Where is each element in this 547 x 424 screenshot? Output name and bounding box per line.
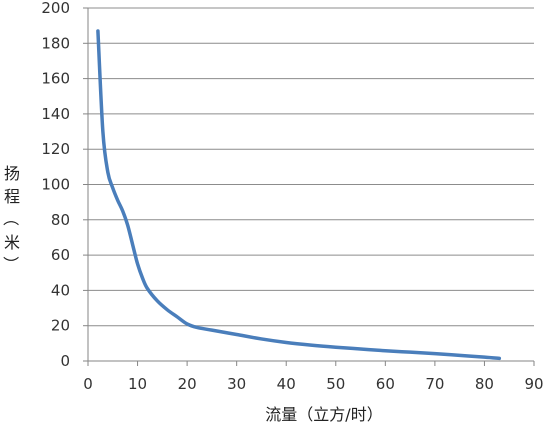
series-layer [96, 29, 502, 361]
x-tick-label: 50 [326, 375, 345, 393]
x-tick-label: 10 [128, 375, 147, 393]
x-tick-label: 20 [178, 375, 197, 393]
x-axis-title: 流量（立方/时） [265, 405, 382, 424]
y-tick-label: 180 [41, 34, 70, 52]
x-tick-label: 70 [425, 375, 444, 393]
y-tick-label: 200 [41, 0, 70, 17]
y-axis-title-char: 扬 [3, 164, 20, 183]
x-tick-label: 90 [524, 375, 543, 393]
x-tick-labels: 0 10 20 30 40 50 60 70 80 90 [83, 375, 543, 393]
y-tick-label: 160 [41, 70, 70, 88]
y-tick-label: 40 [51, 281, 70, 299]
y-tick-label: 80 [51, 211, 70, 229]
axes [83, 7, 535, 366]
x-tick-label: 60 [376, 375, 395, 393]
x-tick-label: 0 [83, 375, 93, 393]
y-tick-label: 0 [60, 352, 70, 370]
x-tick-label: 80 [475, 375, 494, 393]
y-axis-title-char: 米 [3, 233, 20, 252]
gridlines [88, 7, 534, 327]
y-tick-label: 60 [51, 246, 70, 264]
y-tick-label: 20 [51, 317, 70, 335]
y-axis-title-char: 程 [3, 187, 20, 206]
y-tick-labels: 0 20 40 60 80 100 120 140 160 180 200 [41, 0, 70, 370]
x-tick-label: 40 [277, 375, 296, 393]
y-tick-label: 120 [41, 140, 70, 158]
series-line [96, 29, 502, 361]
y-axis-title-char: ） [1, 255, 20, 272]
x-tick-label: 30 [227, 375, 246, 393]
y-axis-title-char: （ [1, 209, 20, 226]
y-tick-label: 140 [41, 105, 70, 123]
y-tick-label: 100 [41, 176, 70, 194]
